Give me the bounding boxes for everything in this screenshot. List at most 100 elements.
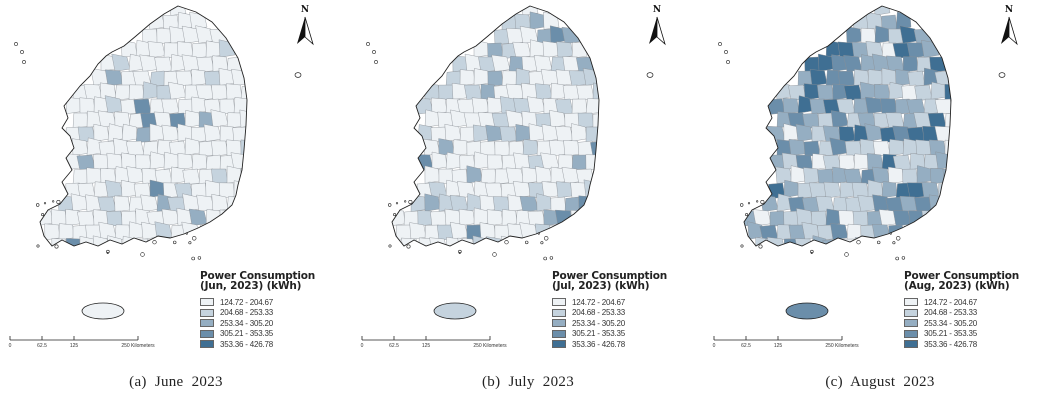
coastline <box>743 5 952 247</box>
legend-item: 353.36 - 426.78 <box>552 339 702 350</box>
district <box>907 70 926 87</box>
district <box>473 39 490 58</box>
district <box>93 154 110 171</box>
district <box>944 112 951 129</box>
district <box>872 140 891 157</box>
scale-tick-label: 250 Kilometers <box>121 343 155 349</box>
legend-item: 353.36 - 426.78 <box>904 339 1054 350</box>
island <box>718 42 722 46</box>
district <box>205 40 222 58</box>
district <box>191 42 208 59</box>
district <box>592 112 599 129</box>
district <box>533 55 553 73</box>
island <box>544 236 549 241</box>
district <box>226 83 243 101</box>
district <box>549 110 567 128</box>
district <box>783 179 800 198</box>
district <box>105 69 124 87</box>
legend-swatch <box>200 298 214 307</box>
legend-swatch <box>904 308 918 317</box>
district <box>811 210 828 227</box>
island <box>393 213 397 217</box>
district <box>542 40 560 58</box>
scale-tick-label: 125 <box>422 343 431 349</box>
island <box>408 200 413 205</box>
district <box>888 139 905 157</box>
legend: Power Consumption (Jun, 2023) (kWh) 124.… <box>200 271 350 350</box>
district <box>459 126 476 143</box>
district <box>65 96 82 115</box>
legend-item: 305.21 - 353.35 <box>552 329 702 340</box>
district <box>592 82 599 100</box>
district <box>154 56 173 73</box>
scale-bar: 0 62.5 125 250 Kilometers <box>713 336 859 349</box>
choropleth-map: N 0 62.5 125 250 Kilometers <box>361 5 666 349</box>
island <box>14 42 18 46</box>
island <box>192 236 197 241</box>
legend-swatch <box>552 298 566 307</box>
district <box>487 154 504 171</box>
island <box>35 203 40 207</box>
district <box>585 154 599 171</box>
island <box>895 256 899 261</box>
island <box>395 202 399 205</box>
legend-swatch <box>904 319 918 328</box>
district <box>430 210 448 227</box>
district <box>526 96 546 114</box>
island <box>540 241 544 245</box>
district <box>874 83 891 101</box>
district <box>853 153 870 171</box>
district <box>852 210 870 227</box>
district <box>93 123 110 142</box>
district <box>114 84 131 101</box>
island <box>877 240 881 245</box>
district-layer <box>392 6 599 246</box>
district <box>438 138 455 156</box>
district <box>887 166 905 184</box>
district <box>121 123 138 142</box>
north-label: N <box>1005 5 1013 15</box>
district <box>240 84 247 101</box>
district <box>582 68 599 86</box>
district <box>512 41 532 59</box>
district <box>585 98 599 115</box>
district <box>161 208 180 226</box>
island <box>54 244 59 249</box>
legend-swatch <box>552 308 566 317</box>
district <box>128 84 145 101</box>
district <box>830 223 849 241</box>
district <box>927 112 947 129</box>
district <box>97 196 117 213</box>
district <box>487 70 504 87</box>
district <box>571 154 588 171</box>
district <box>590 140 599 157</box>
district <box>459 69 476 87</box>
district <box>522 139 539 157</box>
district <box>72 168 89 185</box>
legend-item: 204.68 - 253.33 <box>200 308 350 319</box>
arrow-right-half <box>1008 16 1018 46</box>
legend-item: 124.72 - 204.67 <box>904 297 1054 308</box>
legend-title: Power Consumption (Jun, 2023) (kWh) <box>200 270 316 292</box>
district <box>240 139 247 157</box>
north-label: N <box>301 5 309 15</box>
arrow-left-half <box>1001 17 1009 44</box>
island <box>760 200 765 205</box>
district <box>135 154 152 171</box>
ulleungdo-island <box>998 72 1006 78</box>
district <box>239 109 247 128</box>
island <box>197 256 202 260</box>
district <box>535 165 553 184</box>
district <box>921 210 940 227</box>
district <box>219 98 236 115</box>
legend-item: 353.36 - 426.78 <box>200 339 350 350</box>
district <box>902 224 919 241</box>
district <box>934 98 951 115</box>
district <box>203 70 222 87</box>
district <box>211 84 229 101</box>
island <box>56 200 61 205</box>
district <box>191 154 208 171</box>
district <box>583 179 599 198</box>
jeju-island <box>433 302 477 320</box>
island <box>372 50 376 54</box>
